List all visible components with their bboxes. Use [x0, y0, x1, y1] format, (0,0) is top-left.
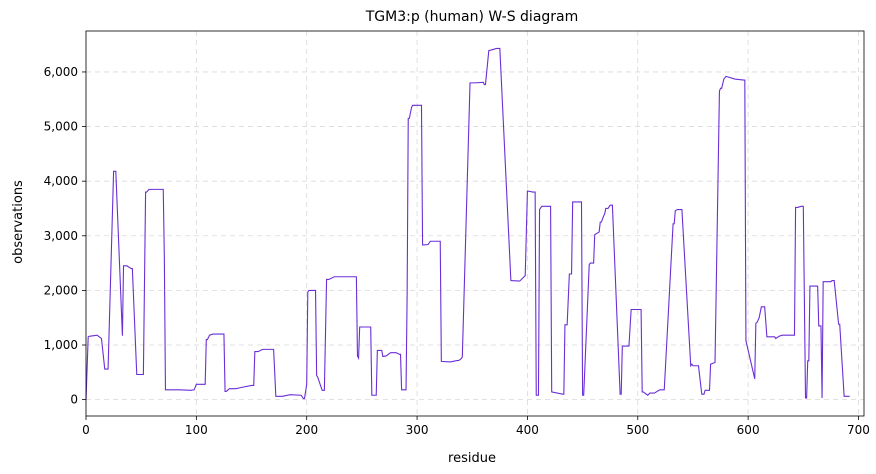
y-axis: 0 1,000 2,000 3,000 4,000 5,000 6,000: [44, 65, 86, 407]
y-tick-label: 6,000: [44, 65, 78, 79]
x-tick-label: 700: [847, 423, 870, 437]
grid-lines: [85, 31, 864, 416]
y-tick-label: 2,000: [44, 283, 78, 297]
x-tick-label: 600: [737, 423, 760, 437]
series-line: [85, 47, 850, 400]
x-tick-label: 200: [295, 423, 318, 437]
chart-title: TGM3:p (human) W-S diagram: [365, 9, 579, 25]
y-tick-label: 4,000: [44, 174, 78, 188]
y-tick-label: 0: [70, 393, 78, 407]
x-axis: 0 100 200 300 400 500 600 700: [82, 416, 870, 437]
y-axis-label: observations: [11, 180, 26, 264]
x-tick-label: 300: [406, 423, 429, 437]
plot-area: [85, 30, 865, 417]
x-tick-label: 0: [82, 423, 90, 437]
x-axis-label: residue: [448, 451, 496, 466]
x-tick-label: 500: [626, 423, 649, 437]
x-tick-label: 100: [185, 423, 208, 437]
y-tick-label: 1,000: [44, 338, 78, 352]
x-tick-label: 400: [516, 423, 539, 437]
y-tick-label: 5,000: [44, 120, 78, 134]
y-tick-label: 3,000: [44, 229, 78, 243]
